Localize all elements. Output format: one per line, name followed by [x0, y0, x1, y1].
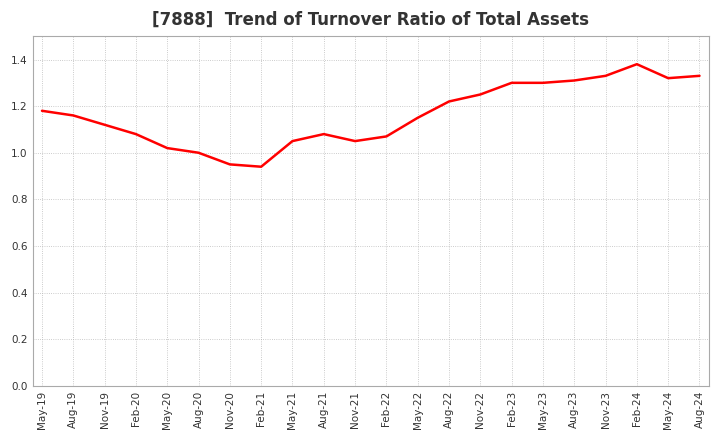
Title: [7888]  Trend of Turnover Ratio of Total Assets: [7888] Trend of Turnover Ratio of Total …: [152, 11, 589, 29]
